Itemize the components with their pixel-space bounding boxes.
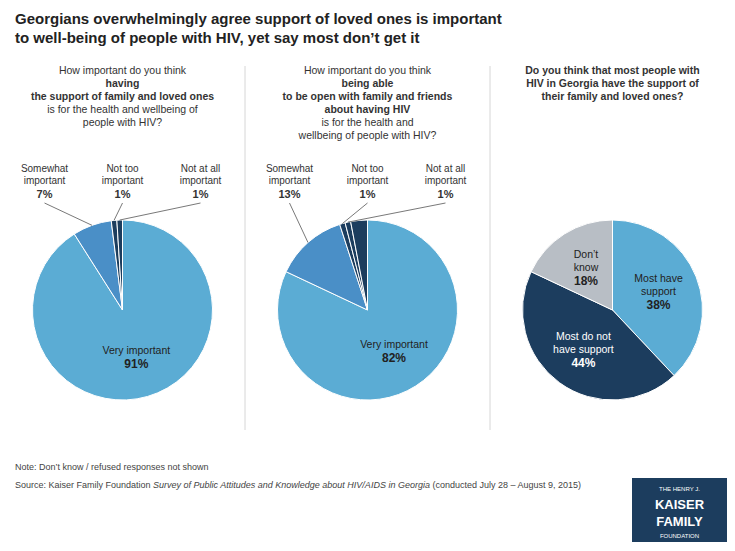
subtitle-line: Do you think that most people with bbox=[525, 64, 699, 76]
slice-label: Very important bbox=[360, 338, 428, 350]
slice-label: Most have bbox=[634, 272, 683, 284]
source: Source: Kaiser Family Foundation Survey … bbox=[15, 480, 581, 490]
pie-panel: Very important91%Somewhatimportant7%Not … bbox=[21, 163, 222, 400]
data-label: 7% bbox=[37, 188, 53, 200]
slice-label: important bbox=[347, 175, 389, 186]
logo-text: FOUNDATION bbox=[660, 533, 699, 539]
pie-labels: Most havesupport38% Most do nothave suppo… bbox=[553, 248, 683, 370]
subtitle-line: being able bbox=[342, 77, 394, 89]
subtitle: How important do you thinkbeing ableto b… bbox=[283, 64, 453, 141]
subtitle-line: to be open with family and friends bbox=[283, 90, 453, 102]
chart-root: Georgians overwhelmingly agree support o… bbox=[0, 0, 735, 551]
subtitle-line: people with HIV? bbox=[83, 116, 163, 128]
slice-label: important bbox=[425, 175, 467, 186]
pie-slices bbox=[278, 220, 458, 400]
leader-line bbox=[114, 203, 122, 220]
slice-label: Somewhat bbox=[266, 163, 313, 174]
logo: THE HENRY J. KAISER FAMILY FOUNDATION bbox=[632, 478, 727, 542]
subtitle-line: the support of family and loved ones bbox=[31, 90, 214, 102]
subtitle-line: having bbox=[106, 77, 140, 89]
title: Georgians overwhelmingly agree support o… bbox=[15, 10, 502, 46]
divider bbox=[245, 66, 246, 430]
logo-text: THE HENRY J. bbox=[659, 486, 700, 492]
divider bbox=[490, 66, 491, 430]
subtitle-line: their family and loved ones? bbox=[542, 90, 684, 102]
subtitle: Do you think that most people withHIV in… bbox=[525, 64, 699, 102]
subtitle-line: HIV in Georgia have the support of bbox=[526, 77, 699, 89]
pie-slice bbox=[531, 220, 612, 310]
subtitle-line: How important do you think bbox=[59, 64, 187, 76]
slice-label: Not too bbox=[106, 163, 139, 174]
slice-label: important bbox=[24, 175, 66, 186]
data-label: 1% bbox=[438, 188, 454, 200]
pie-slice bbox=[351, 220, 368, 310]
logo-box bbox=[632, 478, 727, 542]
pie-labels: Very important82%Somewhatimportant13%Not… bbox=[266, 163, 467, 365]
logo-text: FAMILY bbox=[656, 514, 703, 529]
leader-line bbox=[348, 203, 446, 222]
pie-slice bbox=[32, 220, 212, 400]
slice-label: important bbox=[102, 175, 144, 186]
chart-svg: Georgians overwhelmingly agree support o… bbox=[0, 0, 735, 551]
data-label: 1% bbox=[115, 188, 131, 200]
subtitle-line: about having HIV bbox=[325, 103, 411, 115]
pie-labels: Very important91%Somewhatimportant7%Not … bbox=[21, 163, 222, 371]
data-label: 1% bbox=[193, 188, 209, 200]
leader-line bbox=[45, 203, 93, 225]
data-label: 82% bbox=[382, 351, 406, 365]
subtitle-line: is for the health and bbox=[321, 116, 413, 128]
slice-label: Somewhat bbox=[21, 163, 68, 174]
leader-line bbox=[290, 203, 308, 242]
slice-label: Not at all bbox=[181, 163, 220, 174]
pie-slice bbox=[278, 220, 458, 400]
subtitle-line: How important do you think bbox=[304, 64, 432, 76]
slice-label: Very important bbox=[102, 344, 170, 356]
slice-label: support bbox=[641, 285, 676, 297]
title-line: to well-being of people with HIV, yet sa… bbox=[15, 29, 419, 46]
slice-label: Not at all bbox=[426, 163, 465, 174]
data-label: 44% bbox=[571, 356, 595, 370]
title-line: Georgians overwhelmingly agree support o… bbox=[15, 10, 502, 27]
subtitle-line: is for the health and wellbeing of bbox=[47, 103, 198, 115]
logo-text: KAISER bbox=[655, 497, 705, 512]
pie-slice bbox=[117, 220, 123, 310]
data-label: 91% bbox=[124, 357, 148, 371]
pie-panel: Very important82%Somewhatimportant13%Not… bbox=[266, 163, 467, 400]
slice-label: know bbox=[574, 261, 599, 273]
pie-slice bbox=[111, 220, 122, 310]
data-label: 1% bbox=[360, 188, 376, 200]
data-label: 18% bbox=[574, 274, 598, 288]
source-part: Source: Kaiser Family Foundation bbox=[15, 480, 153, 490]
data-label: 38% bbox=[647, 298, 671, 312]
pie-slice bbox=[74, 221, 122, 310]
note: Note: Don’t know / refused responses not… bbox=[15, 462, 209, 472]
pie-slices bbox=[32, 220, 212, 400]
slice-label: important bbox=[269, 175, 311, 186]
slice-label: Not too bbox=[351, 163, 384, 174]
pie-panel: Most havesupport38% Most do nothave suppo… bbox=[523, 220, 703, 400]
data-label: 13% bbox=[278, 188, 300, 200]
slice-label: Most do not bbox=[556, 330, 611, 342]
slice-label: Don’t bbox=[574, 248, 599, 260]
leader-line bbox=[120, 203, 201, 220]
slice-label: important bbox=[180, 175, 222, 186]
subtitle: How important do you thinkhavingthe supp… bbox=[31, 64, 214, 128]
pie-slices bbox=[523, 220, 703, 400]
source-part: (conducted July 28 – August 9, 2015) bbox=[430, 480, 581, 490]
slice-label: have support bbox=[553, 343, 614, 355]
source-part: Survey of Public Attitudes and Knowledge… bbox=[153, 480, 430, 490]
subtitle-line: wellbeing of people with HIV? bbox=[298, 129, 437, 141]
